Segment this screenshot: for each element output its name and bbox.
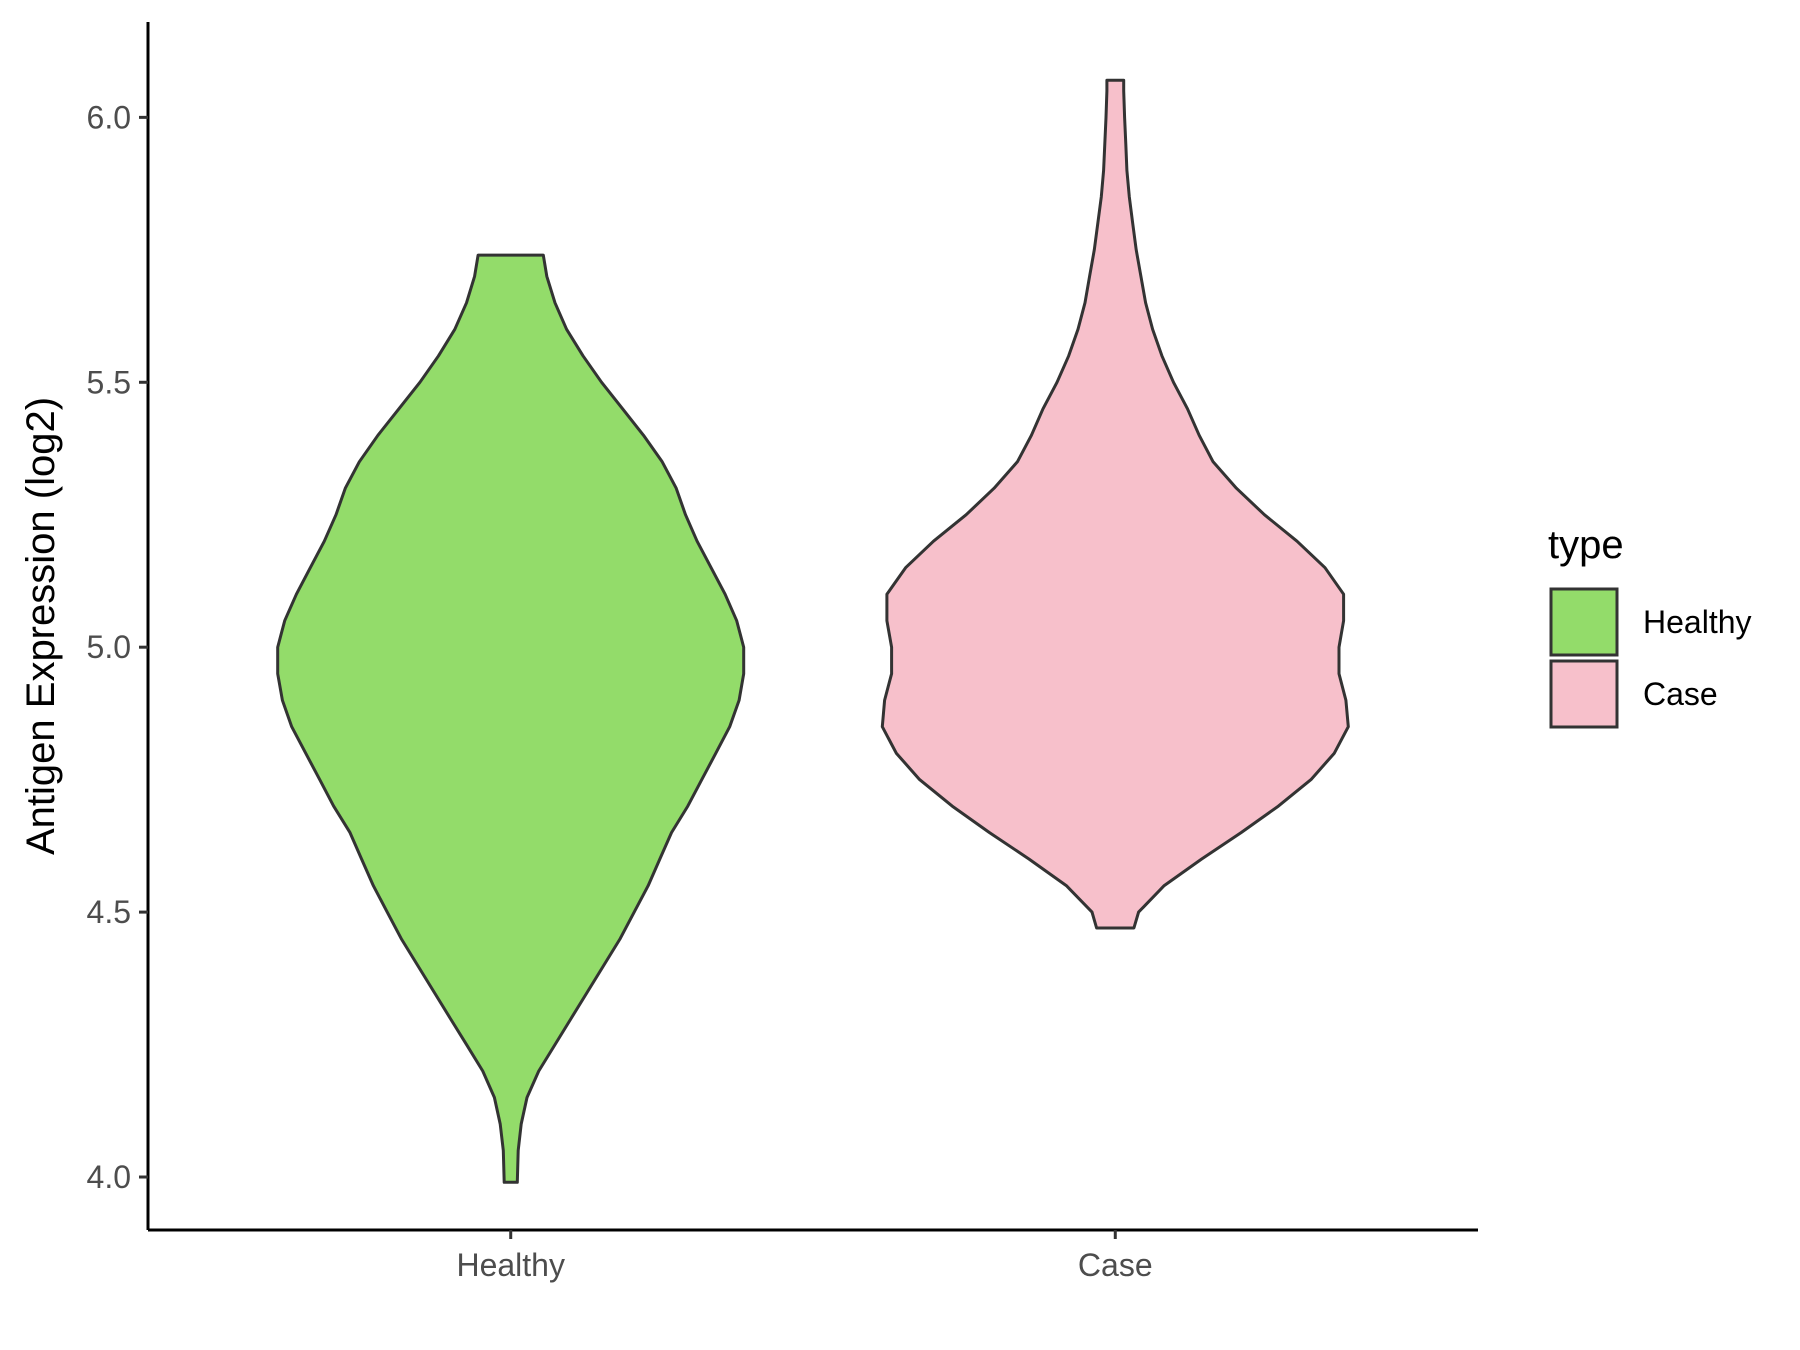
violin-healthy: [276, 253, 746, 1184]
legend-title: type: [1548, 523, 1624, 567]
y-axis-title: Antigen Expression (log2): [19, 397, 63, 855]
y-tick-label: 4.5: [87, 894, 131, 930]
y-tick-label: 5.5: [87, 364, 131, 400]
y-tick-label: 5.0: [87, 629, 131, 665]
x-tick-label: Healthy: [456, 1247, 565, 1283]
y-tick-label: 4.0: [87, 1159, 131, 1195]
violin-case: [880, 78, 1350, 930]
y-tick-label: 6.0: [87, 99, 131, 135]
legend-key-healthy: [1549, 587, 1619, 657]
x-tick-label: Case: [1078, 1247, 1153, 1283]
y-ticks: 4.0 4.5 5.0 5.5 6.0: [87, 99, 148, 1195]
legend-label-case: Case: [1643, 676, 1718, 712]
legend-key-case: [1549, 659, 1619, 729]
legend-label-healthy: Healthy: [1643, 604, 1752, 640]
x-ticks: Healthy Case: [456, 1230, 1153, 1283]
legend: type Healthy Case: [1548, 523, 1752, 729]
violins-layer: [276, 78, 1350, 1184]
axes-layer: [146, 22, 1478, 1232]
